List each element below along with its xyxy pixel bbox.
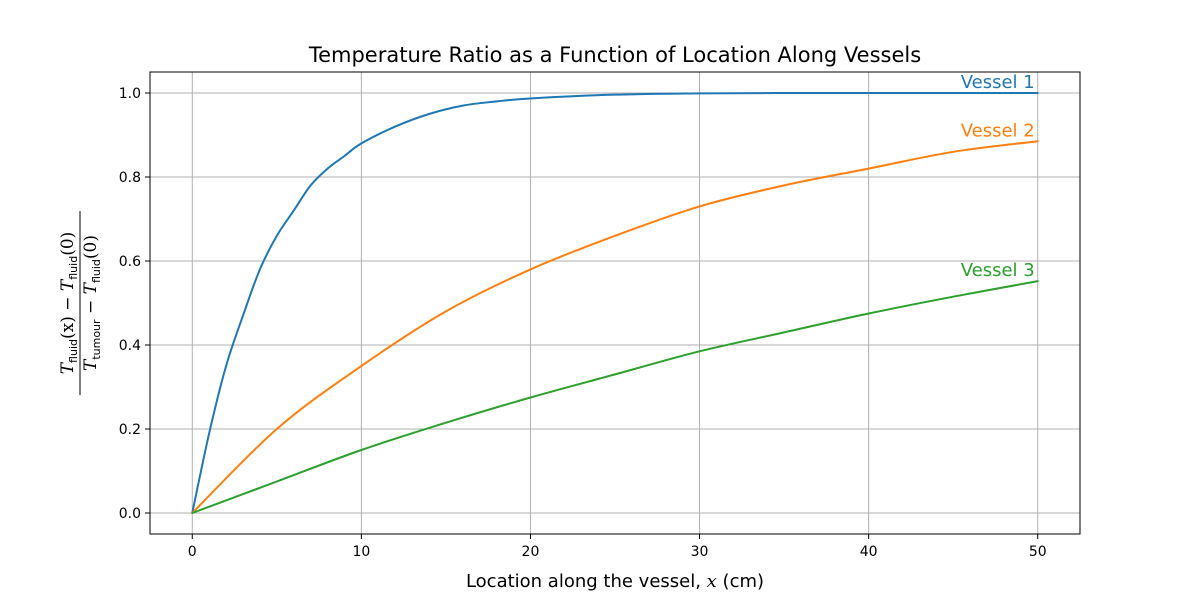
y-axis-ticks: 0.0 0.2 0.4 0.6 0.8 1.0 <box>119 86 150 522</box>
series-line-vessel-3 <box>191 280 1039 514</box>
y-axis-title-denominator: Ttumour − Tfluid(0) <box>81 235 103 371</box>
chart-title: Temperature Ratio as a Function of Locat… <box>308 43 921 67</box>
x-axis-title-prefix: Location along the vessel, <box>466 571 707 592</box>
y-tick-label: 0.0 <box>119 506 141 522</box>
series-line-vessel-1 <box>191 91 1039 514</box>
x-tick-label: 40 <box>860 544 878 560</box>
y-tick-label: 1.0 <box>119 86 141 102</box>
grid <box>150 72 1080 534</box>
y-axis-title: Tfluid(x) − Tfluid(0) Ttumour − Tfluid(0… <box>58 211 103 395</box>
series-labels: Vessel 1 Vessel 2 Vessel 3 <box>961 72 1035 281</box>
y-tick-label: 0.4 <box>119 338 141 354</box>
x-axis-ticks: 0 10 20 30 40 50 <box>188 534 1047 560</box>
series-label-vessel-2: Vessel 2 <box>961 120 1035 141</box>
y-tick-label: 0.8 <box>119 170 141 186</box>
x-tick-label: 0 <box>188 544 197 560</box>
x-tick-label: 50 <box>1029 544 1047 560</box>
y-axis-title-numerator: Tfluid(x) − Tfluid(0) <box>58 232 80 375</box>
x-axis-title: Location along the vessel, x (cm) <box>466 571 764 592</box>
series-line-vessel-2 <box>191 140 1039 514</box>
y-tick-label: 0.6 <box>119 254 141 270</box>
x-axis-title-variable: x <box>707 571 717 592</box>
x-tick-label: 10 <box>352 544 370 560</box>
y-tick-label: 0.2 <box>119 422 141 438</box>
series-label-vessel-3: Vessel 3 <box>961 260 1035 281</box>
x-axis-title-suffix: (cm) <box>717 571 764 592</box>
series-lines <box>191 91 1039 514</box>
x-tick-label: 20 <box>522 544 540 560</box>
x-tick-label: 30 <box>691 544 709 560</box>
series-label-vessel-1: Vessel 1 <box>961 72 1035 93</box>
plot-frame <box>149 71 1081 535</box>
